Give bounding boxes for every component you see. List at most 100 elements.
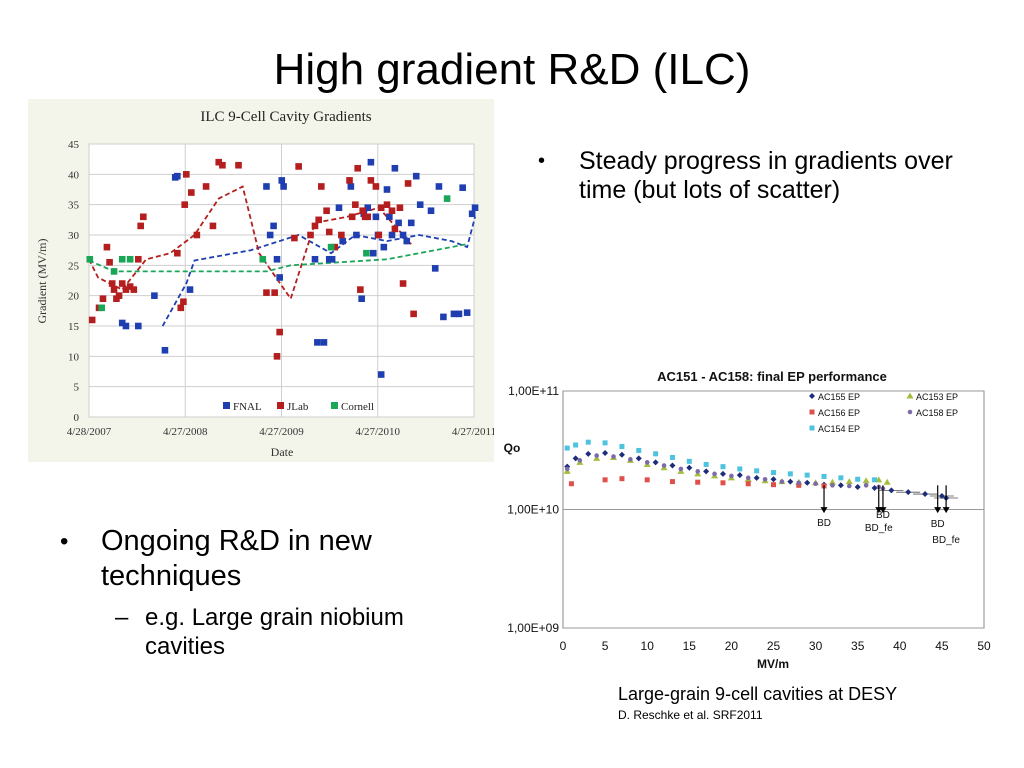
data-point-ac158-ep (564, 466, 570, 472)
data-point-fnal (353, 231, 360, 239)
chart-reference: D. Reschke et al. SRF2011 (618, 708, 763, 722)
data-point-ac154-ep (564, 445, 570, 451)
legend-label: AC158 EP (916, 408, 958, 418)
data-point-ac154-ep (703, 461, 709, 467)
data-point-fnal (266, 231, 274, 239)
data-point-cornell (126, 255, 134, 263)
data-point-jlab (404, 180, 412, 187)
data-point-fnal (455, 310, 463, 318)
data-point-jlab (110, 286, 118, 293)
data-point-ac158-ep (830, 483, 835, 488)
breakdown-label: BD (931, 519, 945, 530)
data-point-ac158-ep (745, 475, 751, 481)
data-point-ac158-ep (695, 469, 701, 474)
data-point-jlab (103, 243, 111, 251)
x-tick-label: 40 (893, 639, 907, 653)
data-point-fnal (311, 255, 319, 263)
data-point-fnal (273, 255, 281, 263)
data-point-ac155-ep (787, 478, 794, 485)
y-axis-label: Qo (504, 441, 521, 455)
data-point-jlab (383, 201, 391, 208)
legend-swatch-fnal (223, 402, 230, 409)
data-point-ac155-ep (922, 491, 929, 498)
legend-label: AC155 EP (818, 392, 860, 402)
data-point-ac155-ep (753, 474, 760, 481)
data-point-ac156-ep (602, 477, 608, 483)
data-point-jlab (174, 249, 181, 257)
data-point-fnal (276, 274, 283, 281)
legend-label-jlab: JLab (287, 401, 309, 413)
y-tick-label: 0 (74, 412, 80, 424)
data-point-ac158-ep (846, 483, 852, 489)
bullet-ongoing-rnd: • Ongoing R&D in new techniques (60, 524, 460, 594)
y-tick-label: 45 (68, 139, 80, 151)
data-point-jlab (410, 310, 417, 318)
data-point-fnal (431, 265, 439, 272)
data-point-jlab (181, 201, 189, 208)
data-point-fnal (122, 322, 130, 330)
y-tick-label: 1,00E+10 (507, 503, 559, 517)
data-point-jlab (391, 225, 399, 233)
data-point-jlab (215, 158, 223, 166)
data-point-ac155-ep (938, 492, 945, 499)
data-point-jlab (273, 353, 281, 360)
data-point-ac154-ep (585, 439, 591, 445)
data-point-jlab (177, 304, 185, 312)
data-point-ac155-ep (770, 476, 777, 483)
data-point-ac156-ep (644, 477, 650, 483)
breakdown-arrowhead (942, 507, 950, 514)
data-point-jlab (367, 177, 375, 184)
data-point-fnal (367, 158, 375, 166)
data-point-fnal (280, 183, 287, 190)
data-point-ac158-ep (611, 454, 616, 459)
data-point-fnal (395, 219, 402, 227)
data-point-fnal (347, 183, 355, 190)
chart-title: ILC 9-Cell Cavity Gradients (200, 109, 371, 125)
data-point-ac156-ep (745, 481, 751, 487)
data-point-jlab (118, 280, 126, 287)
data-point-cornell (98, 304, 105, 312)
data-point-ac158-ep (796, 480, 802, 486)
data-point-ac155-ep (618, 451, 625, 458)
data-point-fnal (151, 292, 158, 299)
data-point-jlab (135, 255, 142, 263)
data-point-ac158-ep (729, 473, 734, 479)
data-point-fnal (468, 210, 476, 218)
data-point-ac154-ep (619, 444, 625, 450)
data-point-jlab (295, 163, 302, 170)
x-tick-label: 35 (851, 639, 865, 653)
chart-title: AC151 - AC158: final EP performance (657, 369, 887, 384)
x-tick-label: 5 (602, 639, 609, 653)
chart-caption: Large-grain 9-cell cavities at DESY (618, 684, 898, 704)
data-point-jlab (325, 228, 333, 236)
data-point-ac155-ep (871, 484, 878, 491)
data-point-ac158-ep (779, 479, 785, 484)
x-tick-label: 4/27/2010 (355, 426, 400, 438)
data-point-ac155-ep (905, 489, 912, 496)
trend-line-jlab (88, 185, 412, 301)
data-point-ac156-ep (809, 409, 815, 415)
data-point-jlab (183, 171, 190, 178)
data-point-ac158-ep (712, 471, 717, 477)
data-point-ac154-ep (804, 472, 810, 478)
x-tick-label: 45 (935, 639, 949, 653)
breakdown-arrowhead (820, 507, 828, 514)
data-point-jlab (372, 183, 380, 190)
data-point-jlab (276, 328, 283, 336)
data-point-jlab (348, 213, 356, 221)
data-point-ac153-ep (883, 478, 891, 485)
data-point-jlab (108, 280, 116, 287)
data-point-jlab (331, 243, 339, 251)
data-point-ac154-ep (669, 454, 675, 460)
data-point-jlab (188, 189, 195, 196)
data-point-fnal (412, 172, 420, 180)
data-point-ac155-ep (572, 455, 579, 462)
breakdown-label: BD (817, 518, 831, 529)
data-point-ac155-ep (669, 462, 676, 469)
data-point-jlab (263, 289, 270, 296)
data-point-fnal (263, 183, 270, 190)
data-point-fnal (372, 213, 380, 221)
x-tick-label: 4/27/2009 (259, 426, 304, 438)
data-point-fnal (135, 322, 142, 330)
x-tick-label: 4/27/2008 (163, 426, 208, 438)
